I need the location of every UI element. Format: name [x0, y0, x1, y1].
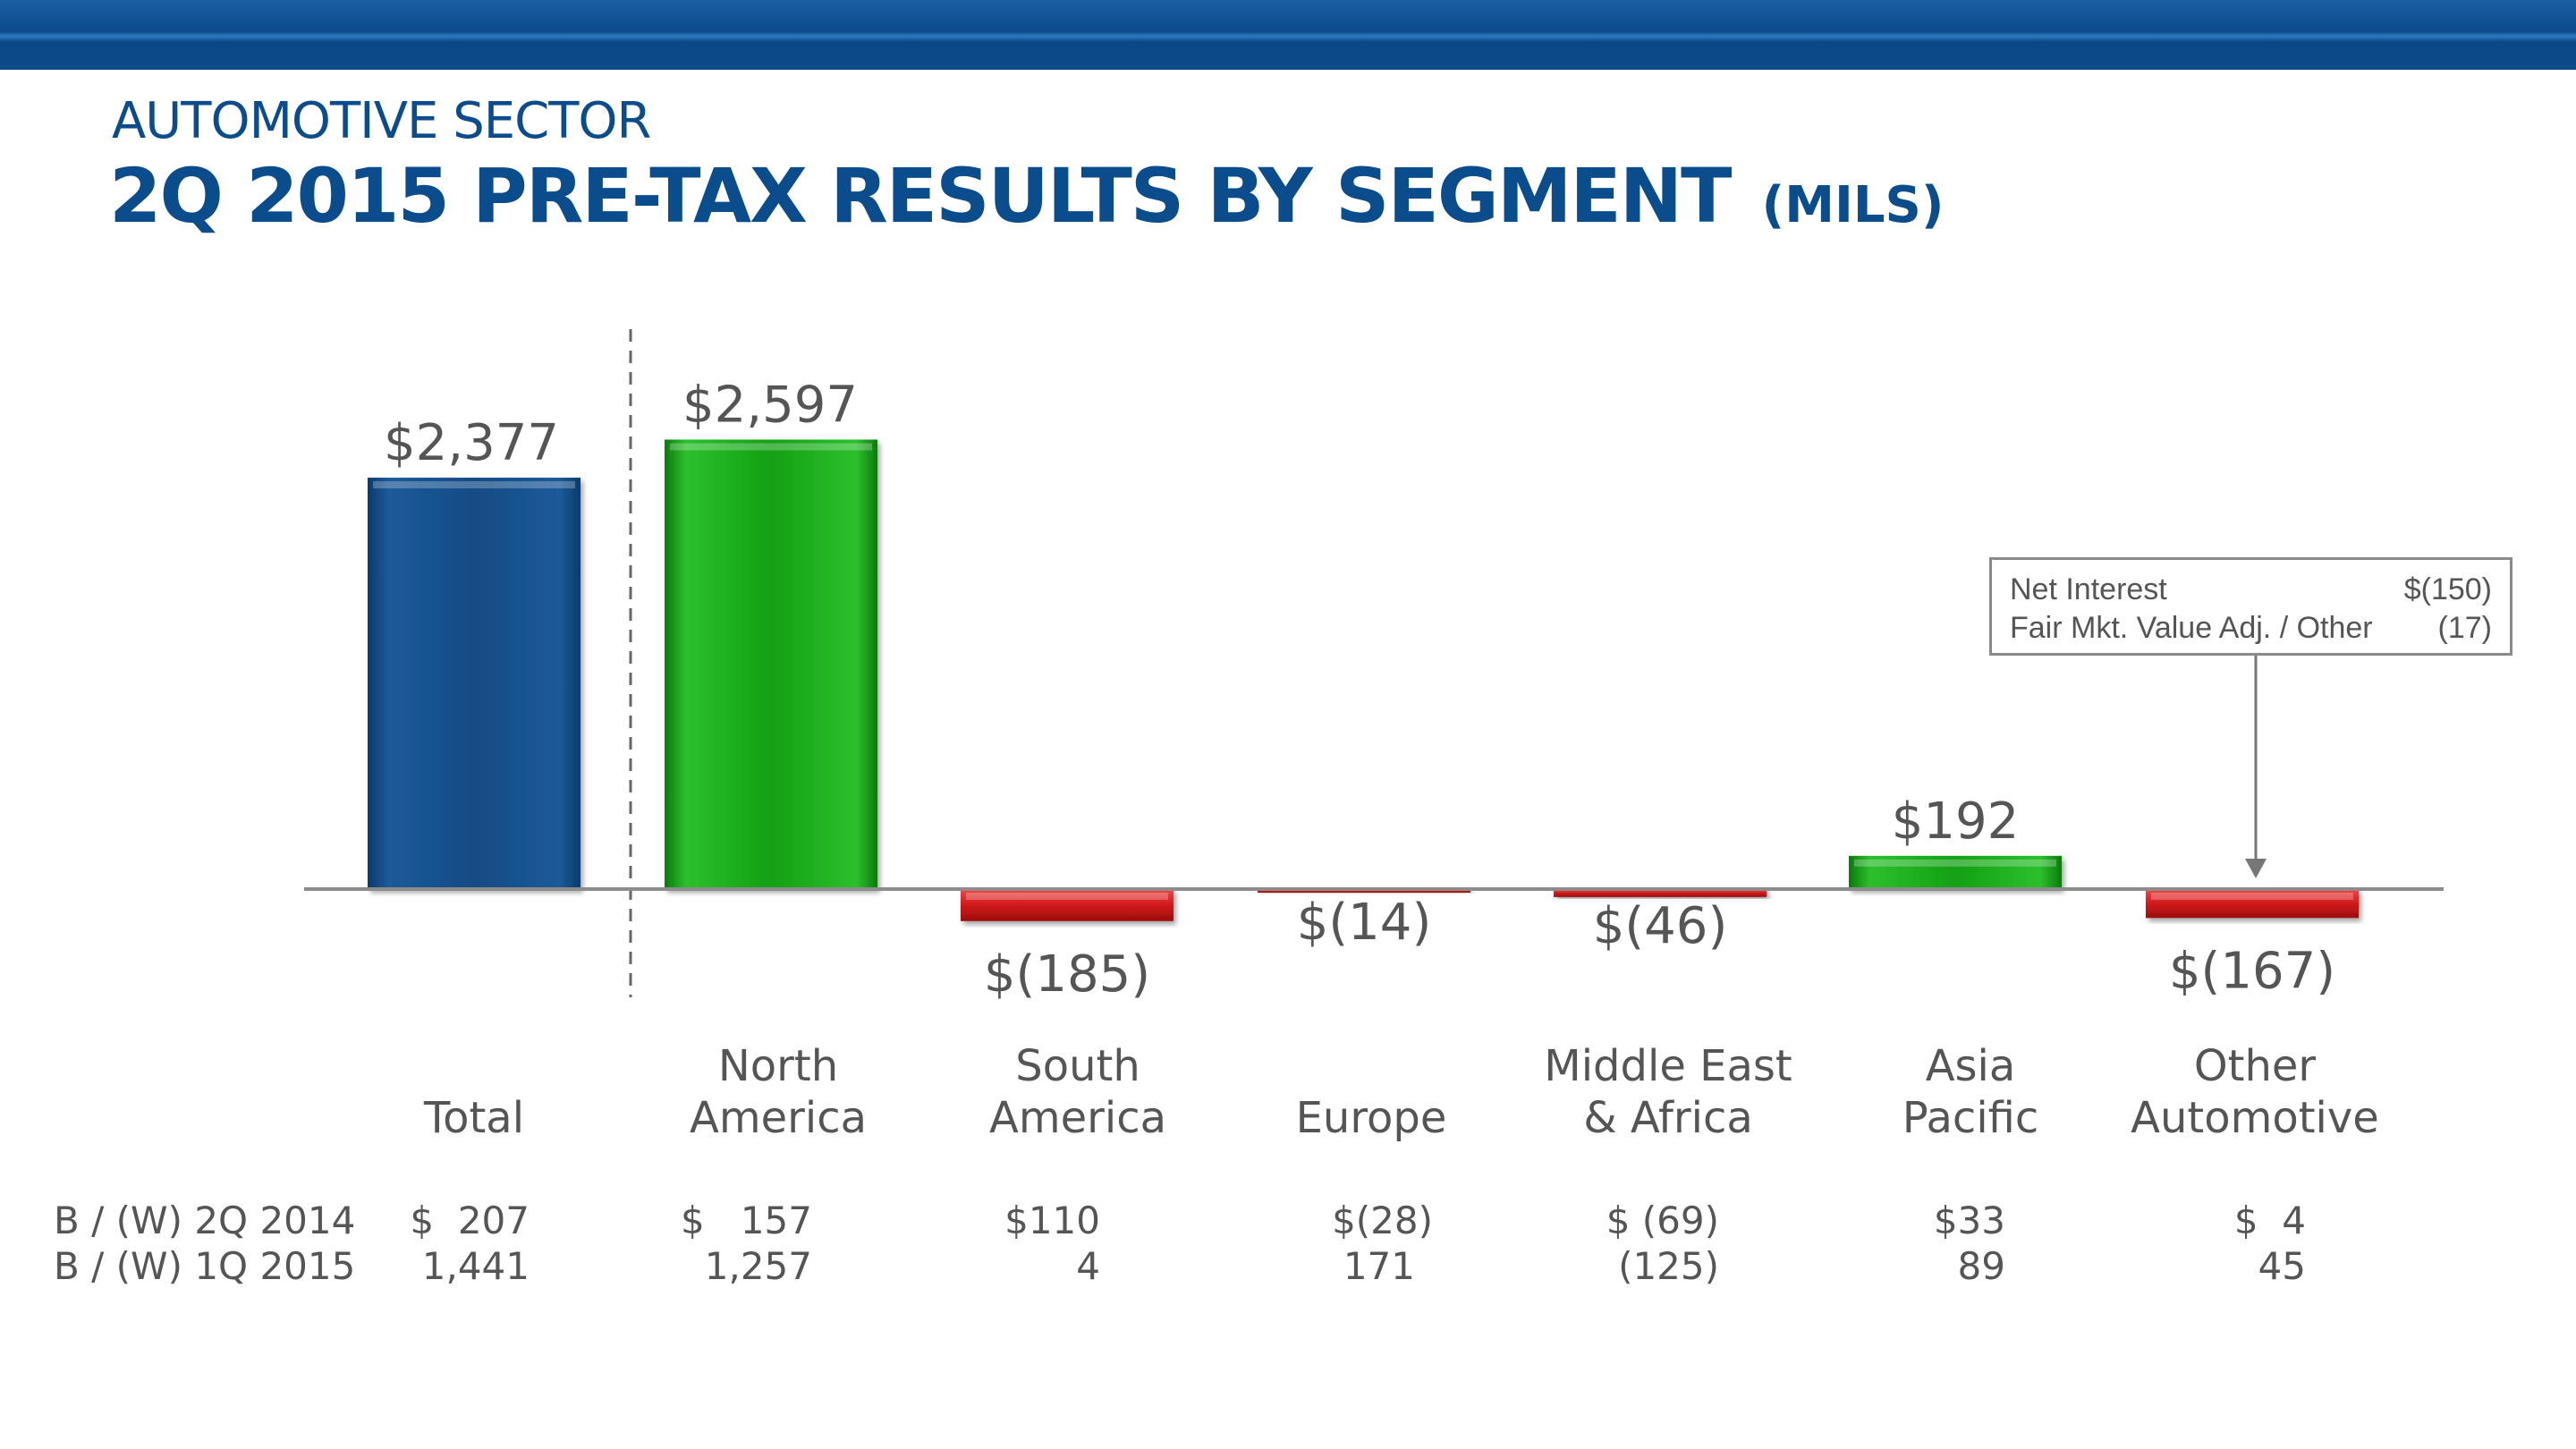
- data-label-south-america: $(185): [984, 945, 1150, 1004]
- category-line2: Pacific: [1902, 1093, 2039, 1143]
- section-subtitle: AUTOMOTIVE SECTOR: [112, 92, 651, 150]
- bar-highlight: [2151, 893, 2353, 900]
- table-cell: (125): [1618, 1244, 1719, 1288]
- page-title: 2Q 2015 PRE-TAX RESULTS BY SEGMENT (MILS…: [109, 152, 1944, 240]
- bar-highlight: [373, 481, 575, 489]
- table-cell: 1,441: [421, 1244, 530, 1288]
- bar-north-america: [665, 439, 877, 889]
- table-cell: $33: [1933, 1199, 2005, 1242]
- category-line2: America: [690, 1093, 867, 1143]
- callout-label: Net Interest: [2010, 572, 2167, 606]
- category-line1: Middle East: [1544, 1041, 1792, 1091]
- bar-total: [368, 478, 580, 889]
- data-label-north-america: $2,597: [682, 376, 858, 434]
- data-label-total: $2,377: [384, 414, 559, 472]
- bar-highlight: [670, 443, 872, 451]
- category-line1: Asia: [1925, 1041, 2016, 1091]
- table-cell: $ 4: [2233, 1199, 2306, 1242]
- category-label-south-america: South America: [926, 1040, 1230, 1144]
- table-cell: 171: [1343, 1244, 1415, 1288]
- table-cell: $(28): [1332, 1199, 1433, 1242]
- category-label-north-america: North America: [626, 1040, 930, 1144]
- bar-highlight: [966, 893, 1168, 900]
- table-cell: 1,257: [704, 1244, 812, 1288]
- table-row-label: B / (W) 2Q 2014: [54, 1199, 356, 1242]
- category-line1: South: [1015, 1041, 1140, 1091]
- category-line2: Total: [423, 1093, 525, 1143]
- table-cell: $ (69): [1606, 1199, 1719, 1242]
- callout-arrow-head: [2245, 859, 2267, 878]
- title-main: 2Q 2015 PRE-TAX RESULTS BY SEGMENT: [109, 152, 1732, 240]
- table-cell: $110: [1004, 1199, 1100, 1242]
- data-label-asia-pacific: $192: [1892, 792, 2020, 851]
- category-label-total: Total: [322, 1040, 626, 1144]
- data-label-europe: $(14): [1297, 894, 1432, 952]
- data-label-other-automotive: $(167): [2169, 942, 2335, 1000]
- bar-asia-pacific: [1849, 855, 2062, 889]
- bar-highlight: [1854, 859, 2056, 867]
- category-label-middle-east-africa: Middle East & Africa: [1516, 1040, 1820, 1144]
- table-row-label: B / (W) 1Q 2015: [54, 1244, 356, 1288]
- category-line2: America: [989, 1093, 1166, 1143]
- category-label-other-automotive: Other Automotive: [2103, 1040, 2407, 1144]
- callout-row: Net Interest $(150): [2010, 572, 2492, 610]
- table-cell: 45: [2258, 1244, 2306, 1288]
- callout-value: (17): [2437, 611, 2492, 645]
- category-line1: [1219, 1040, 1523, 1092]
- bar-middle-east-africa: [1554, 889, 1767, 897]
- table-cell: 4: [1076, 1244, 1100, 1288]
- category-line1: [322, 1040, 626, 1092]
- category-line1: Other: [2193, 1041, 2317, 1091]
- category-line2: Europe: [1295, 1093, 1447, 1143]
- table-cell: 89: [1957, 1244, 2005, 1288]
- category-line2: & Africa: [1583, 1093, 1753, 1143]
- top-banner: [0, 0, 2576, 70]
- category-label-asia-pacific: Asia Pacific: [1818, 1040, 2123, 1144]
- table-cell: $ 157: [681, 1199, 812, 1242]
- bar-other-automotive: [2146, 889, 2359, 919]
- category-line2: Automotive: [2131, 1093, 2379, 1143]
- callout-value: $(150): [2403, 572, 2492, 606]
- other-automotive-callout: Net Interest $(150) Fair Mkt. Value Adj.…: [1989, 557, 2512, 656]
- data-label-middle-east-africa: $(46): [1593, 897, 1728, 955]
- callout-label: Fair Mkt. Value Adj. / Other: [2010, 611, 2373, 645]
- category-line1: North: [717, 1041, 839, 1091]
- category-label-europe: Europe: [1219, 1040, 1523, 1144]
- callout-row: Fair Mkt. Value Adj. / Other (17): [2010, 611, 2492, 648]
- title-unit: (MILS): [1761, 176, 1945, 234]
- table-cell: $ 207: [410, 1199, 530, 1242]
- bar-south-america: [961, 889, 1174, 921]
